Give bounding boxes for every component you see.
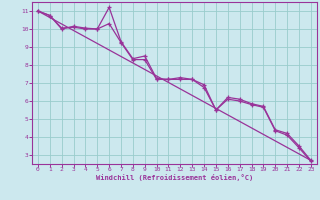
X-axis label: Windchill (Refroidissement éolien,°C): Windchill (Refroidissement éolien,°C) [96, 174, 253, 181]
